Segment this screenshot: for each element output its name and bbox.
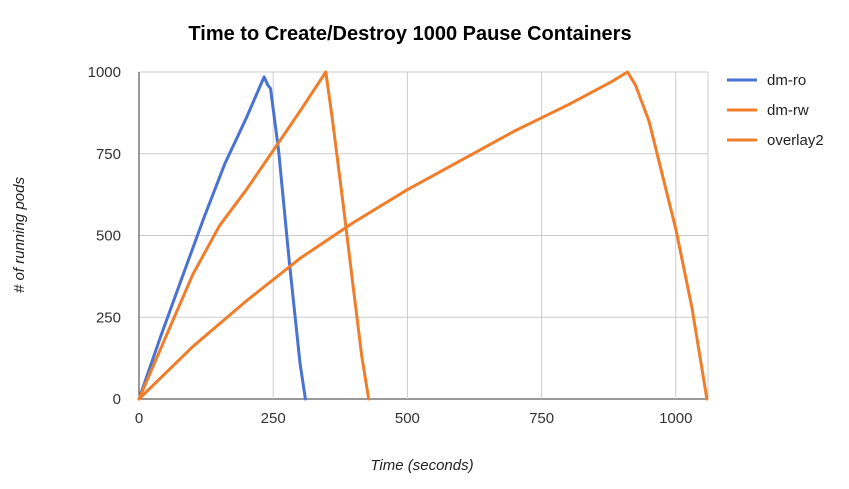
- y-tick-label: 750: [96, 146, 121, 163]
- grid: [138, 71, 709, 400]
- y-tick-label: 500: [96, 228, 121, 245]
- legend-label: dm-ro: [767, 72, 806, 89]
- axis-ticks: 0 250 500 750 1000 0 250 500 750 1000: [88, 64, 693, 427]
- x-tick-label: 0: [135, 410, 143, 427]
- legend-label: overlay2: [767, 132, 824, 149]
- x-axis-title: Time (seconds): [370, 457, 473, 474]
- y-tick-label: 250: [96, 309, 121, 326]
- x-tick-label: 250: [261, 410, 286, 427]
- y-tick-label: 1000: [88, 64, 121, 81]
- x-tick-label: 1000: [659, 410, 692, 427]
- series-line-overlay2: [137, 70, 709, 401]
- x-tick-label: 500: [395, 410, 420, 427]
- series-line-dm-rw: [137, 70, 371, 401]
- y-tick-label: 0: [113, 391, 121, 408]
- plot-area: [137, 70, 709, 401]
- legend-label: dm-rw: [767, 102, 809, 119]
- x-tick-label: 750: [529, 410, 554, 427]
- y-axis-title: # of running pods: [11, 177, 28, 293]
- series-line-dm-ro: [137, 75, 307, 401]
- legend: dm-ro dm-rw overlay2: [727, 72, 824, 149]
- chart-title: Time to Create/Destroy 1000 Pause Contai…: [188, 23, 631, 45]
